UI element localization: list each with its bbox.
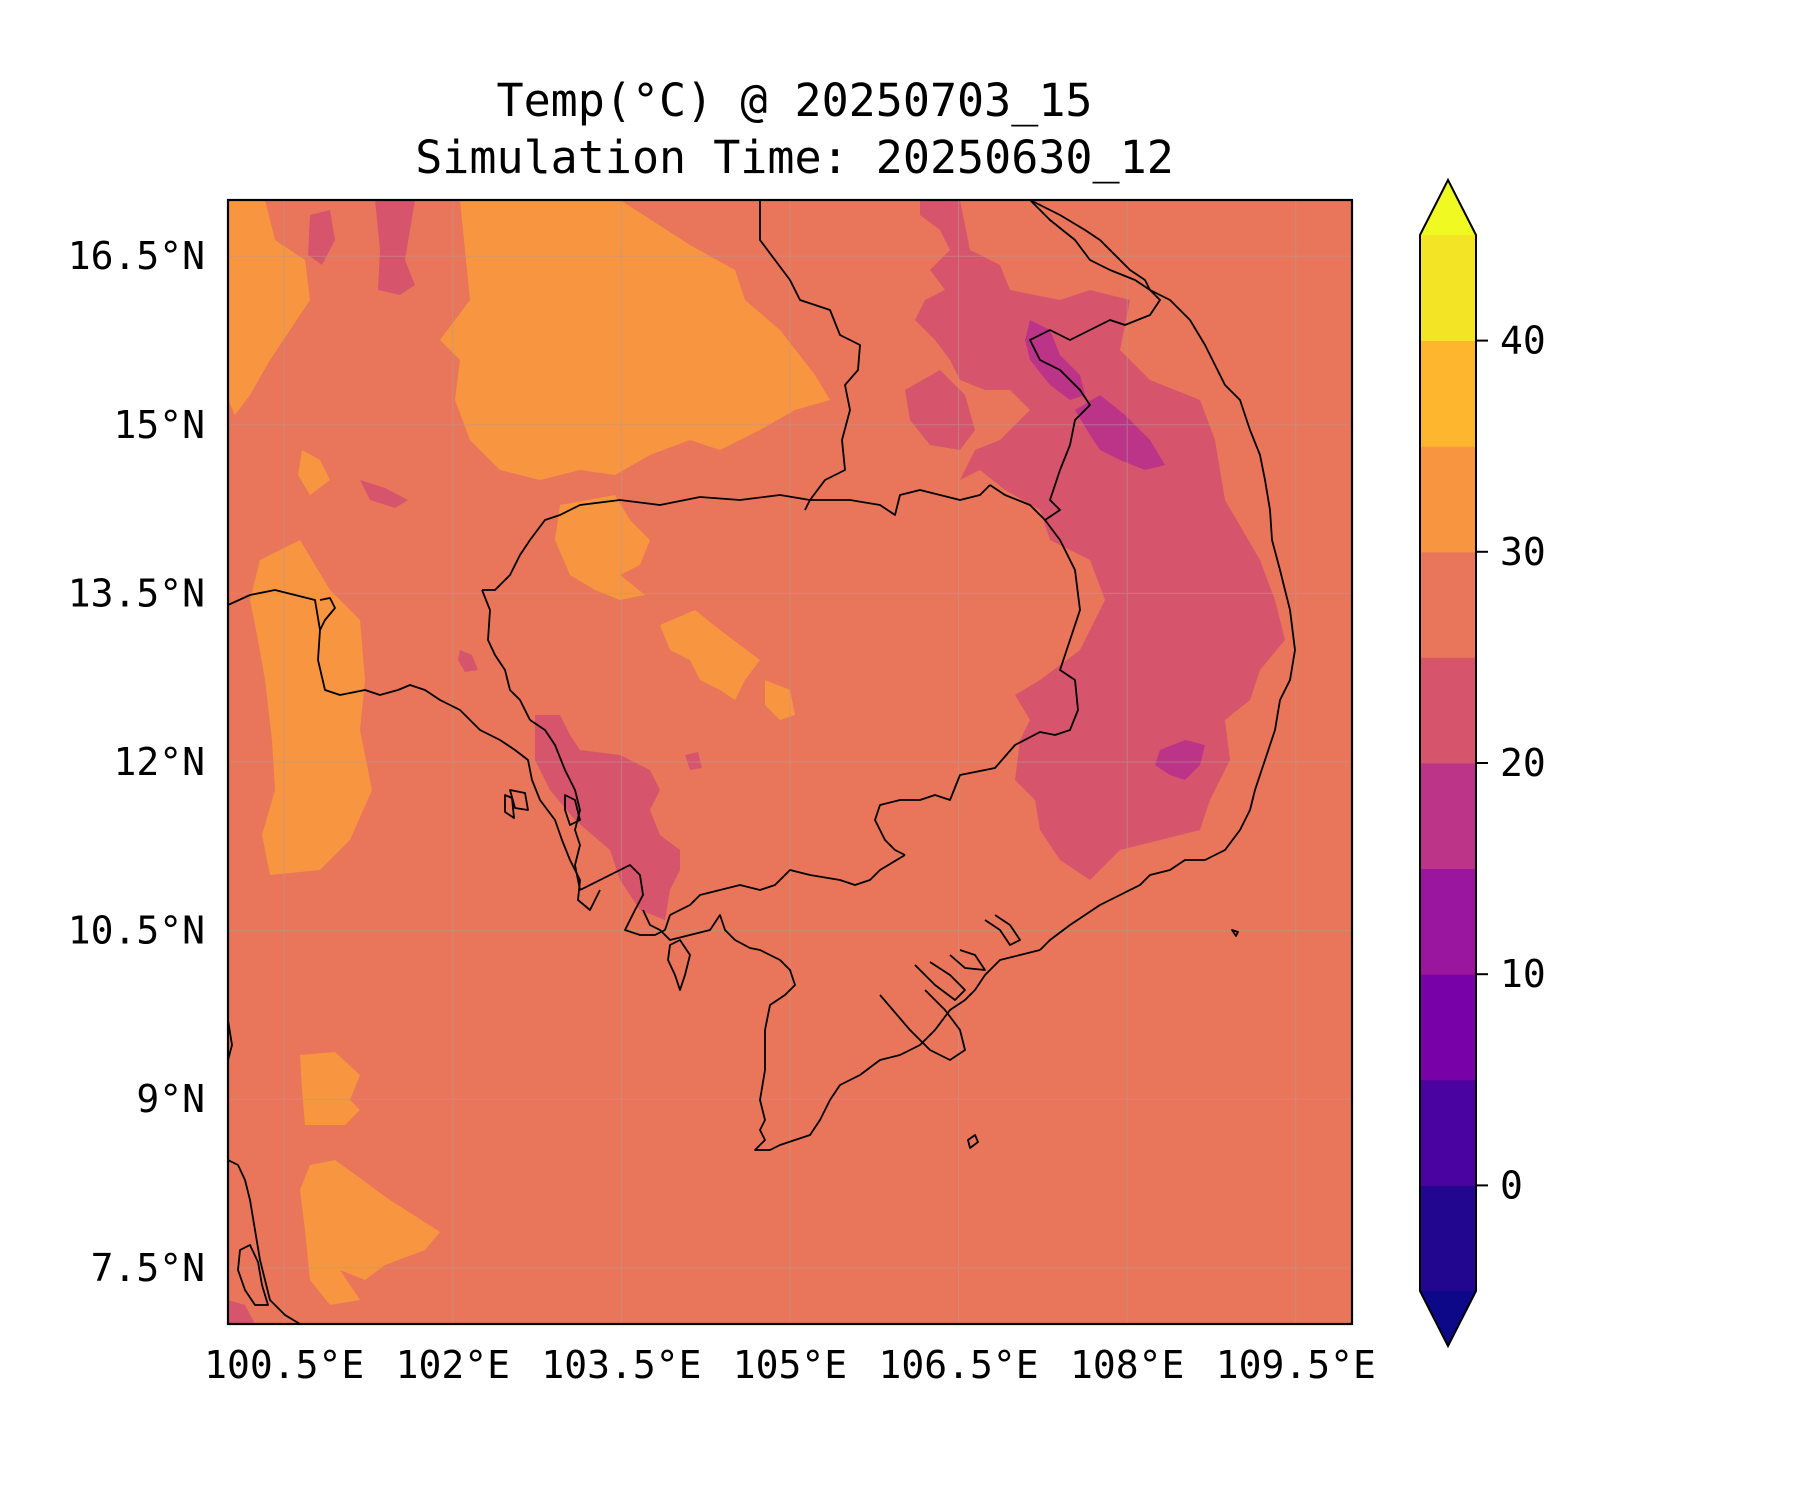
warm-region-west2 (298, 450, 330, 495)
warm-region-cambodia-center2 (765, 680, 795, 720)
y-tick-label: 9°N (136, 1077, 205, 1121)
x-tick-label: 103.5°E (541, 1343, 701, 1387)
cool-region-small3 (685, 752, 702, 770)
cool-region-small4 (228, 1300, 255, 1324)
colorbar-extend-max (1420, 180, 1476, 235)
island-phu-quoc (667, 939, 691, 991)
x-tick-label: 108°E (1070, 1343, 1184, 1387)
colorbar-bin (1420, 446, 1476, 553)
border-thailand-laos (759, 200, 861, 511)
cool-region-laos-south (905, 370, 975, 450)
coastlines-borders (228, 200, 1296, 1324)
colorbar-bin (1420, 657, 1476, 764)
colorbar-tick-label: 30 (1500, 530, 1546, 574)
map-area (228, 200, 1352, 1324)
colorbar-bin (1420, 551, 1476, 658)
coast-delta-channel4 (984, 914, 1021, 946)
x-tick-label: 109.5°E (1216, 1343, 1376, 1387)
colorbar-bin (1420, 763, 1476, 870)
coast-malay-island (237, 1244, 269, 1306)
chart-title: Temp(°C) @ 20250703_15 (496, 74, 1093, 127)
island-small1 (509, 789, 529, 811)
island-small2 (504, 794, 515, 819)
temp-band-20-25 (228, 200, 1285, 1324)
warm-region-south2 (300, 1160, 440, 1305)
x-axis: 100.5°E 102°E 103.5°E 105°E 106.5°E 108°E 109.… (204, 1343, 1376, 1387)
y-tick-label: 13.5°N (68, 571, 205, 615)
colorbar: 0 10 20 30 40 (1419, 177, 1546, 1349)
warm-region-laos (440, 200, 830, 480)
colorbar-bin (1420, 340, 1476, 447)
cool-region-west2 (308, 210, 335, 265)
cool-region-central-highlands (915, 200, 1285, 880)
border-laos-vietnam (989, 200, 1161, 521)
colorbar-bin (1420, 1079, 1476, 1186)
colorbar-tick-label: 20 (1500, 741, 1546, 785)
cool-region-west1 (375, 200, 415, 295)
coast-delta-channel3 (949, 949, 986, 971)
colorbar-bin (1420, 868, 1476, 975)
island-small3 (1231, 929, 1239, 937)
coast-vietnam-central (1039, 289, 1296, 951)
border-cambodia-vietnam-east (874, 519, 1081, 856)
border-cambodia-thailand-west (481, 589, 531, 721)
colorbar-tick-label: 0 (1500, 1163, 1523, 1207)
warm-region-cambodia-north (555, 495, 650, 600)
x-tick-label: 106.5°E (879, 1343, 1039, 1387)
colorbar-outline (1419, 177, 1477, 1349)
warm-region-west (228, 200, 310, 415)
coast-gulf-thailand-east (529, 719, 671, 936)
warm-region-cambodia-center (660, 610, 760, 700)
x-tick-label: 100.5°E (204, 1343, 364, 1387)
colorbar-bin (1420, 974, 1476, 1081)
coast-delta-channel1 (879, 989, 966, 1061)
very-cool-region-south (1155, 740, 1205, 780)
y-tick-label: 15°N (113, 403, 205, 447)
warm-region-south1 (300, 1052, 360, 1125)
y-axis: 16.5°N 15°N 13.5°N 12°N 10.5°N 9°N 7.5°N (68, 234, 205, 1290)
coast-malay-peninsula (228, 1019, 301, 1324)
cool-region-small2 (360, 480, 408, 508)
colorbar-tick-label: 10 (1500, 952, 1546, 996)
coast-thailand-east-inner (319, 597, 336, 631)
x-tick-label: 105°E (733, 1343, 847, 1387)
colorbar-bin (1420, 235, 1476, 342)
border-cambodia-vietnam-south (669, 854, 906, 916)
y-tick-label: 7.5°N (91, 1246, 205, 1290)
chart-subtitle: Simulation Time: 20250630_12 (415, 131, 1174, 184)
x-tick-label: 102°E (396, 1343, 510, 1387)
coast-delta-channel2 (914, 961, 966, 1001)
warm-region-gulf-thailand (250, 540, 372, 875)
border-cambodia-north (482, 484, 991, 591)
colorbar-extend-min (1420, 1291, 1476, 1346)
colorbar-bin (1420, 1185, 1476, 1292)
colorbar-tick-label: 40 (1500, 319, 1546, 363)
island-con-dao (967, 1134, 979, 1149)
graticule (228, 200, 1352, 1324)
island-koh-kong (564, 794, 581, 826)
cool-region-cardamom (535, 715, 680, 920)
cool-region-small1 (458, 650, 478, 672)
y-tick-label: 16.5°N (68, 234, 205, 278)
coast-vietnam-north (1029, 200, 1151, 291)
y-tick-label: 10.5°N (68, 909, 205, 953)
coast-thailand-west (228, 589, 601, 911)
y-tick-label: 12°N (113, 740, 205, 784)
very-cool-region-highlands (1075, 395, 1165, 470)
coast-mekong-delta (642, 909, 1041, 1151)
map-frame (226, 198, 1354, 1326)
